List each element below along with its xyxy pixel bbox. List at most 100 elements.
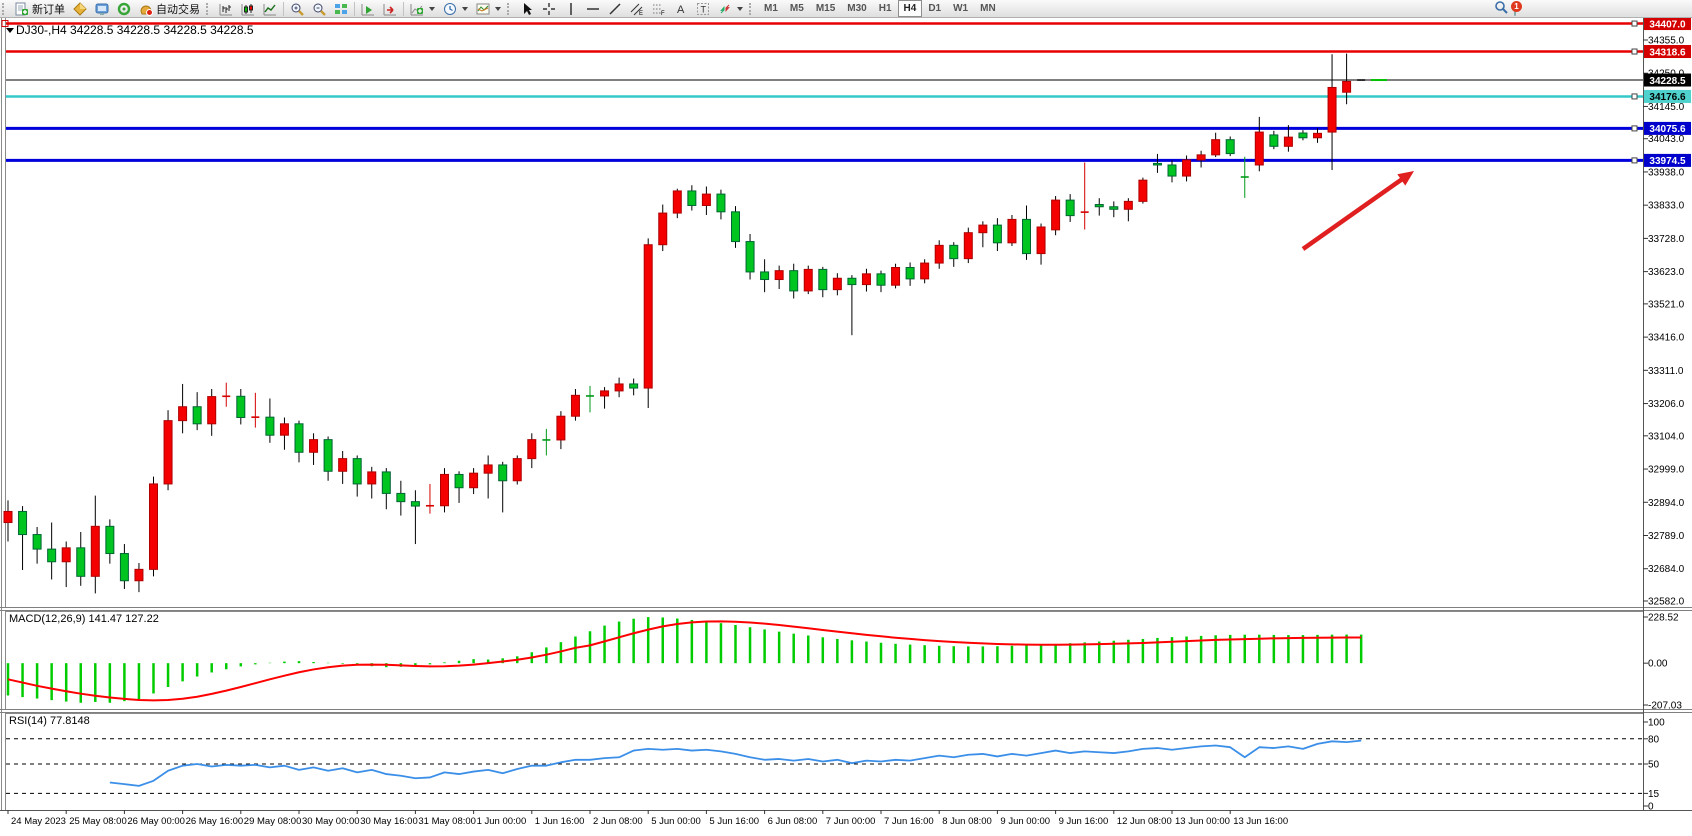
label-button[interactable]: T bbox=[692, 0, 714, 17]
timeframe-m5-button[interactable]: M5 bbox=[789, 3, 804, 14]
timeframe-m1-button[interactable]: M1 bbox=[764, 3, 778, 14]
svg-text:33833.0: 33833.0 bbox=[1648, 201, 1685, 212]
crosshair-button[interactable] bbox=[538, 0, 560, 17]
svg-text:33206.0: 33206.0 bbox=[1648, 399, 1685, 410]
template-icon bbox=[476, 2, 490, 16]
tile-icon bbox=[334, 2, 348, 16]
charts-button[interactable] bbox=[69, 0, 91, 17]
indicators-button[interactable] bbox=[406, 0, 439, 17]
fibonacci-button[interactable]: F bbox=[648, 0, 670, 17]
timeframe-m15-button[interactable]: M15 bbox=[815, 3, 836, 14]
chart-menu-triangle-icon[interactable] bbox=[6, 28, 14, 33]
timeframe-h1-button[interactable]: H1 bbox=[878, 3, 892, 14]
text-button[interactable]: A bbox=[670, 0, 692, 17]
new-order-icon bbox=[15, 2, 29, 16]
chart-shift-button[interactable] bbox=[379, 0, 401, 17]
line-handle[interactable] bbox=[1631, 125, 1638, 132]
cursor-icon bbox=[520, 2, 534, 16]
auto-scroll-button[interactable] bbox=[357, 0, 379, 17]
svg-text:100: 100 bbox=[1648, 718, 1665, 729]
vline-icon bbox=[564, 2, 578, 16]
line-handle[interactable] bbox=[1631, 93, 1638, 100]
toolbar: 新订单 自动交易 E F A T M1 M5 M15 M30 H1 H4 D1 W1 MN 1 bbox=[0, 0, 1692, 18]
chevron-down-icon[interactable] bbox=[429, 6, 435, 11]
horizontal-line-button[interactable] bbox=[582, 0, 604, 17]
svg-text:33974.5: 33974.5 bbox=[1649, 156, 1686, 167]
chart-shift-icon bbox=[383, 2, 397, 16]
bars-chart-button[interactable] bbox=[215, 0, 237, 17]
line-handle[interactable] bbox=[1631, 48, 1638, 55]
indicators-icon bbox=[410, 2, 424, 16]
svg-text:12 Jun 08:00: 12 Jun 08:00 bbox=[1117, 816, 1172, 827]
svg-text:0: 0 bbox=[1648, 802, 1654, 813]
tile-windows-button[interactable] bbox=[330, 0, 352, 17]
rsi-line bbox=[109, 739, 1362, 787]
autotrading-icon bbox=[139, 2, 153, 16]
toolbar-separator bbox=[403, 1, 404, 16]
blue-monitor-icon bbox=[95, 2, 109, 16]
candlesticks bbox=[3, 53, 1366, 594]
svg-text:T: T bbox=[701, 4, 707, 14]
svg-text:1 Jun 00:00: 1 Jun 00:00 bbox=[477, 816, 527, 827]
autotrading-button[interactable]: 自动交易 bbox=[135, 0, 204, 17]
line-handle[interactable] bbox=[1631, 20, 1638, 27]
svg-text:29 May 08:00: 29 May 08:00 bbox=[244, 816, 302, 827]
search-icon[interactable] bbox=[1494, 0, 1508, 17]
arrows-icon bbox=[718, 2, 732, 16]
vertical-line-button[interactable] bbox=[560, 0, 582, 17]
candles-chart-button[interactable] bbox=[237, 0, 259, 17]
svg-text:5 Jun 16:00: 5 Jun 16:00 bbox=[709, 816, 759, 827]
svg-text:30 May 00:00: 30 May 00:00 bbox=[302, 816, 360, 827]
chevron-down-icon[interactable] bbox=[462, 6, 468, 11]
timeframe-d1-button[interactable]: D1 bbox=[928, 3, 942, 14]
svg-text:8 Jun 08:00: 8 Jun 08:00 bbox=[942, 816, 992, 827]
line-handle[interactable] bbox=[1, 20, 9, 28]
chevron-down-icon[interactable] bbox=[495, 6, 501, 11]
chevron-down-icon[interactable] bbox=[737, 6, 743, 11]
signals-button[interactable] bbox=[113, 0, 135, 17]
arrow-annotation[interactable] bbox=[1301, 171, 1414, 251]
svg-text:0.00: 0.00 bbox=[1648, 659, 1668, 670]
svg-text:31 May 08:00: 31 May 08:00 bbox=[418, 816, 476, 827]
notifications-button[interactable]: 1 bbox=[1511, 0, 1522, 16]
zoom-in-button[interactable] bbox=[286, 0, 308, 17]
price-badge bbox=[1644, 121, 1691, 135]
zoom-out-icon bbox=[312, 2, 326, 16]
timeframe-m30-button[interactable]: M30 bbox=[847, 3, 867, 14]
zoom-out-button[interactable] bbox=[308, 0, 330, 17]
market-watch-button[interactable] bbox=[91, 0, 113, 17]
timeframe-w1-button[interactable]: W1 bbox=[953, 3, 969, 14]
timeframe-mn-button[interactable]: MN bbox=[980, 3, 996, 14]
clock-icon bbox=[443, 2, 457, 16]
trendline-button[interactable] bbox=[604, 0, 626, 17]
new-order-button[interactable]: 新订单 bbox=[11, 0, 69, 17]
svg-text:A: A bbox=[677, 4, 685, 16]
svg-text:15: 15 bbox=[1648, 789, 1660, 800]
timeframe-h4-button[interactable]: H4 bbox=[897, 0, 923, 17]
cursor-button[interactable] bbox=[516, 0, 538, 17]
svg-text:33521.0: 33521.0 bbox=[1648, 299, 1685, 310]
svg-text:50: 50 bbox=[1648, 760, 1660, 771]
candles-icon bbox=[241, 2, 255, 16]
line-handle[interactable] bbox=[1631, 157, 1638, 164]
macd-pane bbox=[6, 617, 1363, 703]
svg-text:F: F bbox=[661, 11, 665, 16]
channel-button[interactable]: E bbox=[626, 0, 648, 17]
price-badge bbox=[1644, 153, 1691, 167]
arrows-button[interactable] bbox=[714, 0, 747, 17]
svg-text:9 Jun 00:00: 9 Jun 00:00 bbox=[1000, 816, 1050, 827]
periods-button[interactable] bbox=[439, 0, 472, 17]
channel-icon: E bbox=[630, 2, 644, 16]
svg-text:34176.6: 34176.6 bbox=[1649, 92, 1686, 103]
templates-button[interactable] bbox=[472, 0, 505, 17]
line-chart-button[interactable] bbox=[259, 0, 281, 17]
svg-text:6 Jun 08:00: 6 Jun 08:00 bbox=[768, 816, 818, 827]
price-badge bbox=[1644, 17, 1691, 31]
svg-text:34145.0: 34145.0 bbox=[1648, 102, 1685, 113]
horizontal-lines bbox=[1, 20, 1643, 164]
svg-text:30 May 16:00: 30 May 16:00 bbox=[360, 816, 418, 827]
time-axis[interactable]: 24 May 2023 25 May 08:00 26 May 00:00 26 Ma… bbox=[7, 810, 1288, 827]
crosshair-icon bbox=[542, 2, 556, 16]
price-axis[interactable]: 34355.034250.034145.034043.033938.033833… bbox=[1643, 17, 1691, 813]
